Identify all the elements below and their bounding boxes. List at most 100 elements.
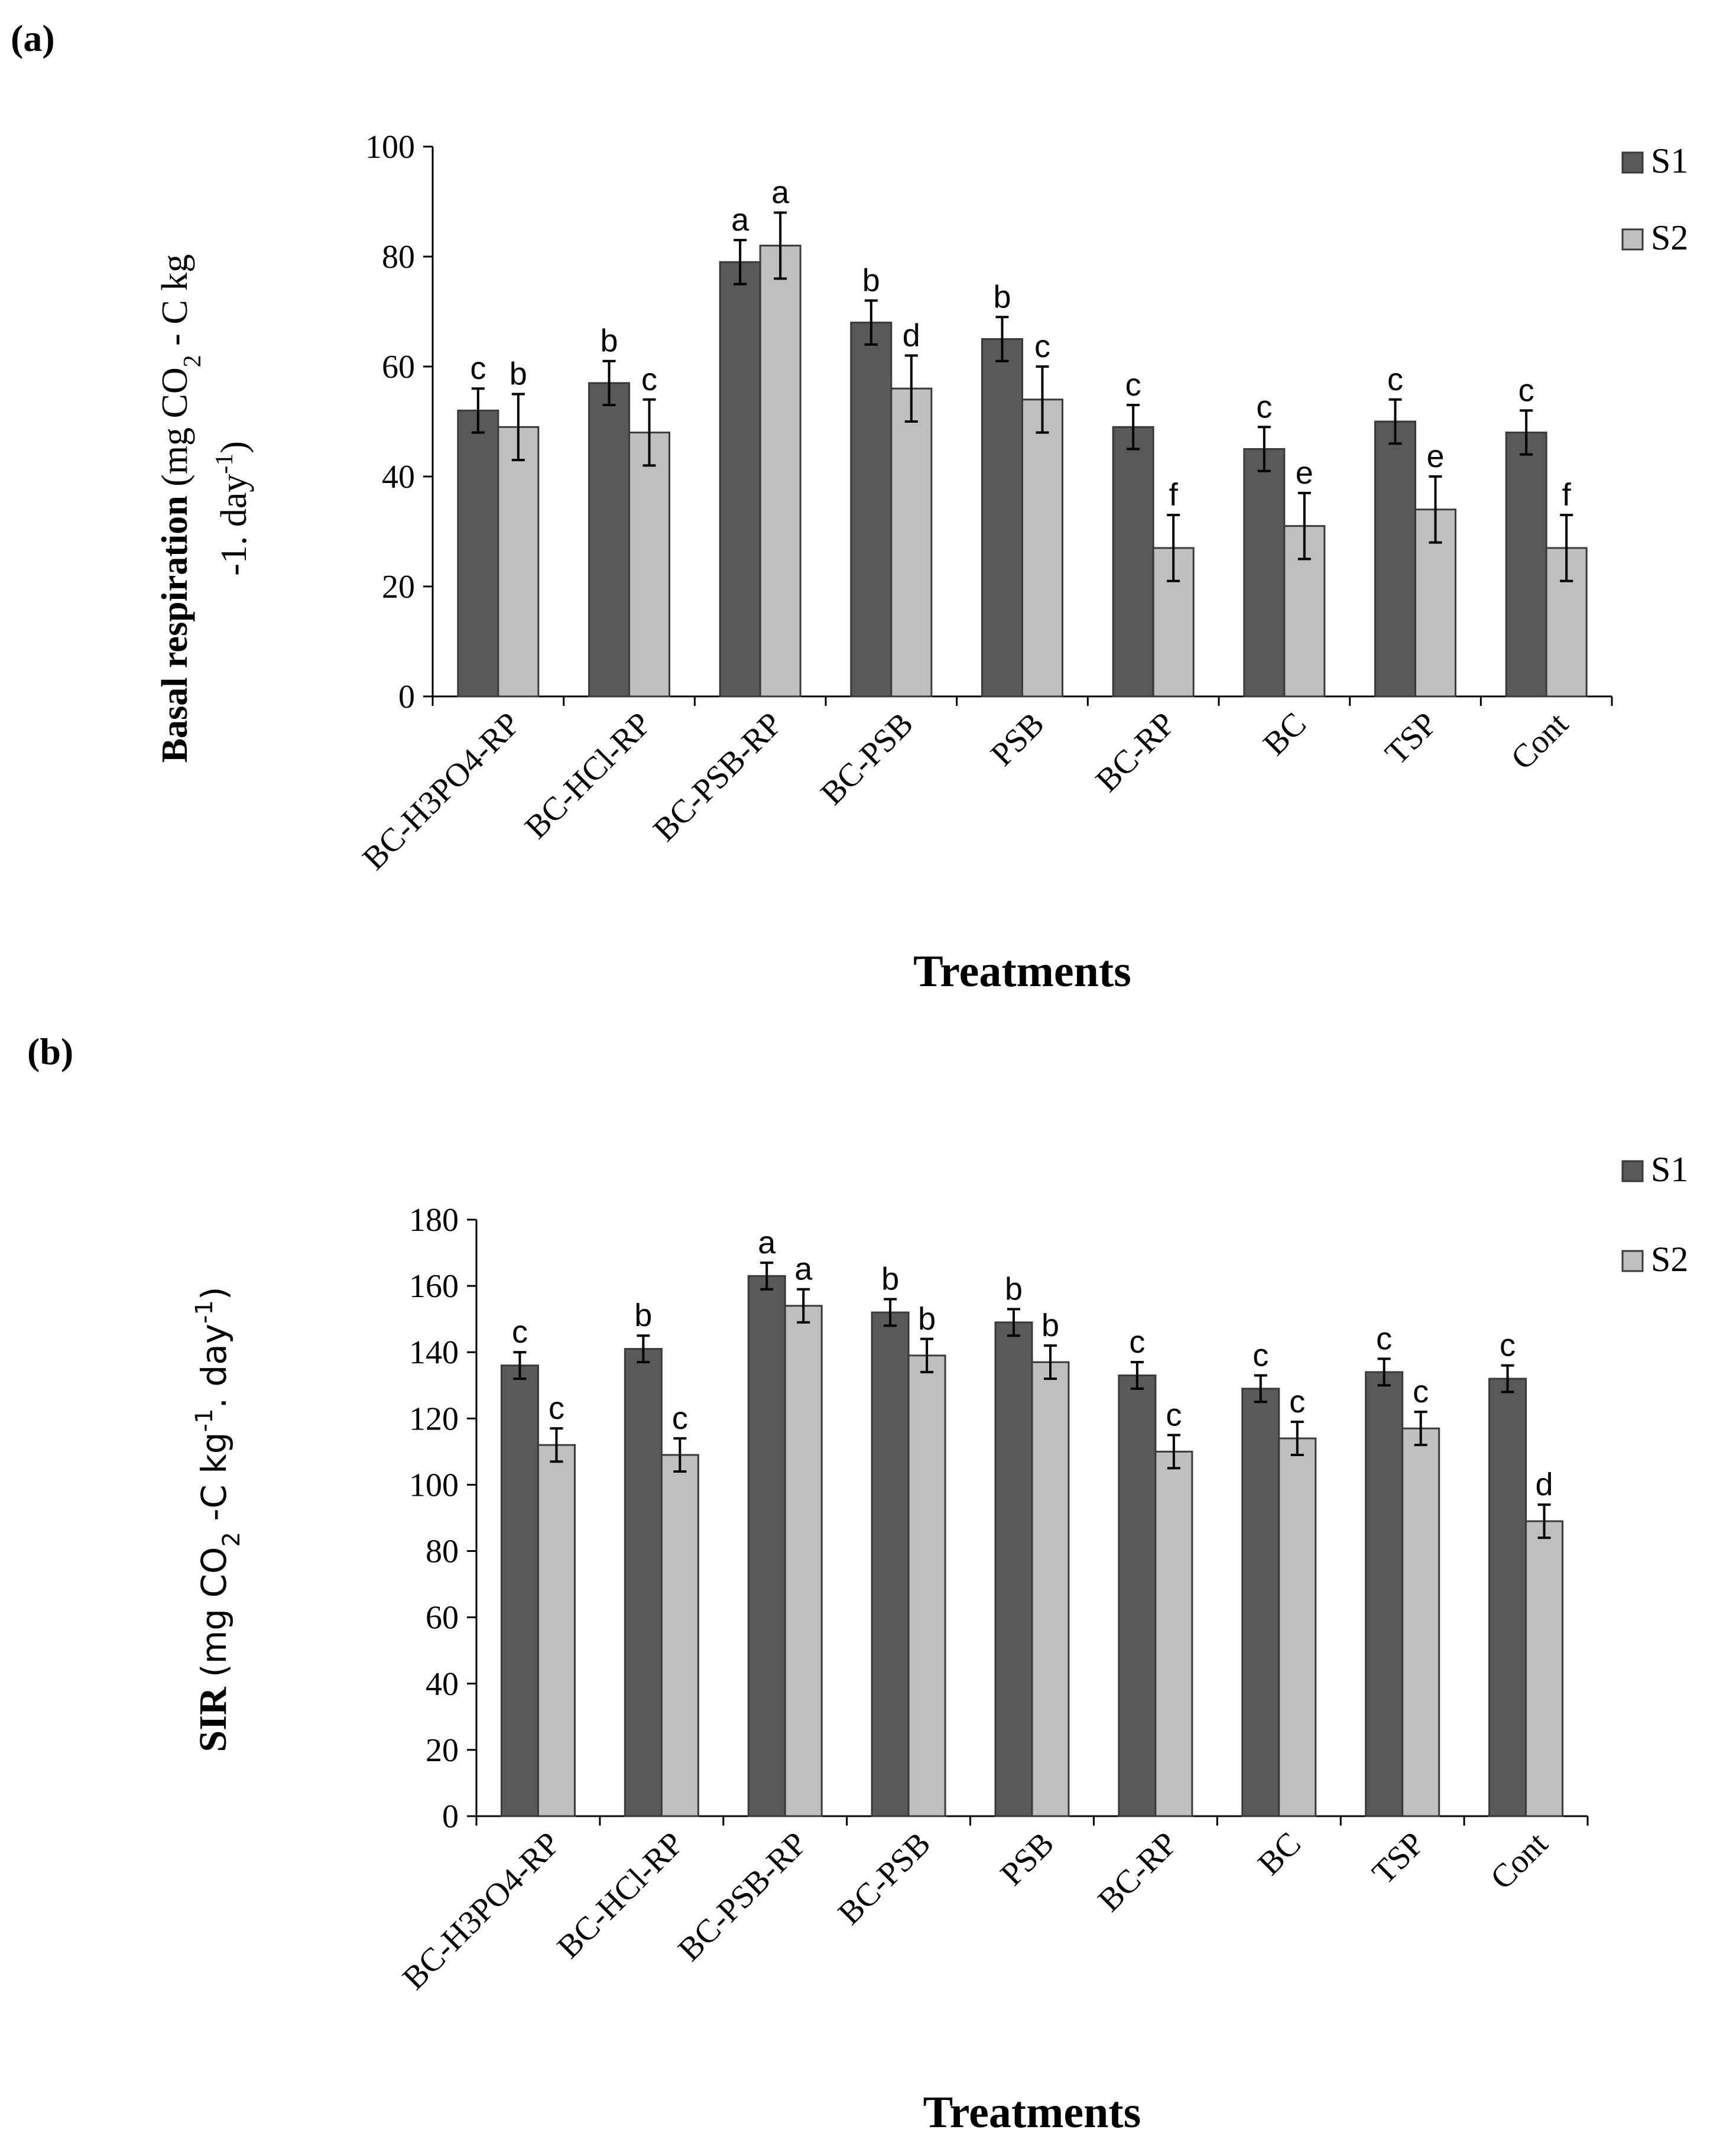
a-category-label: BC — [1256, 705, 1313, 763]
b-significance-label: a — [794, 1252, 813, 1287]
a-significance-label: c — [1125, 367, 1141, 403]
b-significance-label: b — [1041, 1308, 1059, 1343]
a-significance-label: a — [731, 202, 749, 238]
a-bar-s1 — [1374, 420, 1416, 698]
a-significance-label: c — [1034, 329, 1050, 364]
b-bar-s2 — [660, 1454, 699, 1817]
b-bar-s2 — [1031, 1361, 1070, 1817]
b-category-label: Cont — [1484, 1825, 1555, 1897]
a-significance-label: b — [862, 262, 880, 298]
a-significance-label: d — [903, 317, 920, 353]
a-y-axis-title-line2: -1. day-1) — [211, 441, 254, 576]
a-bar-s1 — [457, 409, 499, 698]
b-bar-s1 — [500, 1364, 539, 1817]
b-category-label: BC-HCl-RP — [550, 1825, 690, 1965]
b-y-tick-label: 180 — [409, 1202, 459, 1239]
b-significance-label: c — [1500, 1328, 1516, 1363]
b-category-label: PSB — [994, 1825, 1061, 1892]
b-x-axis-title: Treatments — [923, 2088, 1141, 2137]
b-significance-label: c — [1252, 1337, 1268, 1373]
b-significance-label: c — [1166, 1397, 1182, 1432]
a-significance-label: e — [1296, 455, 1313, 491]
a-category-label: PSB — [984, 705, 1051, 773]
a-significance-label: b — [600, 323, 618, 359]
a-bar-s1 — [1112, 426, 1154, 698]
b-significance-label: d — [1536, 1467, 1553, 1502]
a-y-tick-label: 20 — [382, 569, 415, 605]
b-legend-label-s1: S1 — [1651, 1150, 1688, 1189]
b-bar-s1 — [1118, 1374, 1157, 1817]
b-category-label: BC-PSB — [831, 1825, 937, 1931]
b-y-tick-label: 160 — [409, 1268, 459, 1305]
b-bar-s2 — [537, 1444, 576, 1817]
b-category-label: BC-RP — [1091, 1825, 1185, 1918]
b-significance-label: b — [881, 1262, 899, 1297]
b-bar-s2 — [784, 1305, 823, 1817]
b-significance-label: b — [918, 1301, 936, 1337]
b-bar-s2 — [1278, 1437, 1317, 1817]
a-legend-swatch-s1 — [1621, 151, 1644, 174]
a-significance-label: b — [510, 356, 527, 392]
a-y-tick-label: 100 — [365, 129, 415, 166]
a-bar-s1 — [1243, 448, 1286, 698]
a-bar-s2 — [497, 426, 540, 698]
b-significance-label: c — [1289, 1384, 1305, 1419]
b-y-tick-label: 0 — [442, 1798, 459, 1835]
a-legend-swatch-s2 — [1621, 228, 1644, 251]
panel-b-label: (b) — [27, 1030, 73, 1072]
a-category-label: BC-PSB-RP — [646, 705, 789, 848]
b-legend-swatch-s1 — [1621, 1160, 1644, 1182]
a-category-label: Cont — [1504, 705, 1575, 777]
b-significance-label: b — [634, 1298, 652, 1333]
b-legend-swatch-s2 — [1621, 1250, 1644, 1272]
a-y-tick-label: 0 — [398, 679, 415, 715]
b-y-tick-label: 20 — [426, 1732, 459, 1769]
a-y-axis-title: Basal respiration (mg CO2 - C kg — [155, 254, 206, 763]
a-bar-s1 — [981, 338, 1023, 698]
b-significance-label: a — [758, 1225, 776, 1260]
a-bar-s1 — [588, 382, 630, 698]
b-significance-label: c — [1376, 1321, 1392, 1356]
b-bar-s2 — [1525, 1520, 1564, 1817]
b-category-label: BC — [1251, 1825, 1308, 1882]
b-significance-label: c — [1413, 1374, 1429, 1409]
a-category-label: BC-H3PO4-RP — [356, 705, 527, 877]
b-significance-label: c — [1129, 1324, 1145, 1360]
b-bar-s1 — [747, 1275, 786, 1817]
b-y-tick-label: 60 — [426, 1600, 459, 1636]
b-category-label: BC-PSB-RP — [671, 1825, 814, 1968]
b-category-label: BC-H3PO4-RP — [395, 1825, 567, 1996]
b-bar-s1 — [1488, 1377, 1527, 1817]
a-significance-label: c — [1518, 372, 1534, 408]
b-bar-s2 — [1154, 1450, 1193, 1817]
a-y-tick-label: 60 — [382, 349, 415, 385]
b-significance-label: c — [549, 1390, 564, 1426]
b-category-label: TSP — [1365, 1825, 1432, 1891]
a-y-tick-label: 40 — [382, 459, 415, 495]
b-bar-s1 — [871, 1311, 910, 1817]
b-y-tick-label: 40 — [426, 1666, 459, 1703]
a-category-label: BC-HCl-RP — [518, 705, 658, 845]
a-legend-label-s1: S1 — [1651, 141, 1688, 180]
a-significance-label: c — [1387, 362, 1403, 397]
a-category-label: TSP — [1378, 705, 1445, 772]
a-significance-label: a — [771, 175, 790, 210]
a-significance-label: c — [470, 351, 486, 386]
b-y-tick-label: 100 — [409, 1467, 459, 1503]
a-bar-s2 — [759, 244, 802, 698]
a-bar-s1 — [719, 261, 761, 698]
b-significance-label: b — [1005, 1271, 1023, 1307]
a-significance-label: e — [1426, 439, 1444, 474]
a-x-axis-title: Treatments — [913, 947, 1131, 996]
a-bar-s1 — [1505, 432, 1547, 698]
b-bar-s1 — [624, 1348, 663, 1817]
panel-a-label: (a) — [11, 17, 55, 59]
a-significance-label: b — [993, 279, 1011, 315]
b-bar-s1 — [1365, 1371, 1404, 1817]
b-bar-s2 — [907, 1354, 946, 1817]
a-significance-label: f — [1169, 477, 1179, 513]
a-significance-label: f — [1562, 477, 1572, 513]
a-y-tick-label: 80 — [382, 239, 415, 275]
